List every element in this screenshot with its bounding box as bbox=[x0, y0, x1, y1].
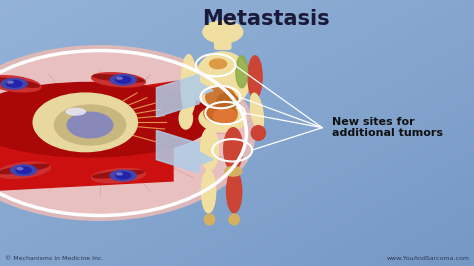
Ellipse shape bbox=[213, 109, 237, 123]
Polygon shape bbox=[0, 80, 188, 160]
Ellipse shape bbox=[206, 87, 235, 107]
Ellipse shape bbox=[8, 81, 13, 83]
Ellipse shape bbox=[66, 109, 85, 115]
Ellipse shape bbox=[0, 162, 50, 178]
Ellipse shape bbox=[0, 78, 39, 87]
Text: Metastasis: Metastasis bbox=[201, 9, 329, 29]
Ellipse shape bbox=[117, 77, 122, 79]
Circle shape bbox=[0, 51, 246, 215]
Ellipse shape bbox=[93, 171, 144, 178]
Ellipse shape bbox=[204, 214, 215, 225]
Ellipse shape bbox=[93, 75, 144, 82]
Ellipse shape bbox=[1, 78, 27, 89]
Ellipse shape bbox=[227, 170, 242, 213]
Ellipse shape bbox=[217, 93, 238, 109]
Circle shape bbox=[225, 167, 242, 176]
Ellipse shape bbox=[116, 77, 131, 83]
Ellipse shape bbox=[251, 126, 265, 140]
Ellipse shape bbox=[250, 93, 264, 130]
Ellipse shape bbox=[201, 170, 216, 213]
Circle shape bbox=[33, 93, 137, 152]
Ellipse shape bbox=[0, 82, 213, 157]
Ellipse shape bbox=[110, 74, 137, 85]
Text: New sites for
additional tumors: New sites for additional tumors bbox=[332, 117, 443, 139]
FancyBboxPatch shape bbox=[215, 36, 231, 49]
Ellipse shape bbox=[201, 128, 219, 170]
Text: www.YouAndSarcoma.com: www.YouAndSarcoma.com bbox=[386, 256, 469, 261]
Ellipse shape bbox=[0, 164, 49, 174]
Ellipse shape bbox=[7, 81, 22, 87]
Ellipse shape bbox=[17, 168, 23, 170]
Ellipse shape bbox=[236, 56, 247, 88]
Polygon shape bbox=[156, 130, 213, 173]
Ellipse shape bbox=[229, 214, 239, 225]
Ellipse shape bbox=[91, 168, 146, 183]
Circle shape bbox=[0, 46, 255, 220]
Circle shape bbox=[203, 21, 243, 43]
Polygon shape bbox=[156, 74, 213, 117]
Polygon shape bbox=[0, 138, 173, 192]
Ellipse shape bbox=[0, 76, 41, 92]
Ellipse shape bbox=[16, 167, 31, 174]
Ellipse shape bbox=[116, 172, 131, 179]
Ellipse shape bbox=[248, 56, 262, 98]
Ellipse shape bbox=[204, 103, 237, 123]
Circle shape bbox=[67, 112, 113, 138]
Circle shape bbox=[55, 105, 126, 145]
Ellipse shape bbox=[199, 105, 246, 132]
Ellipse shape bbox=[10, 165, 36, 176]
Ellipse shape bbox=[181, 55, 196, 116]
Ellipse shape bbox=[91, 73, 146, 87]
Ellipse shape bbox=[117, 173, 122, 175]
Ellipse shape bbox=[195, 52, 250, 108]
Ellipse shape bbox=[179, 108, 192, 129]
Ellipse shape bbox=[224, 128, 243, 170]
Text: © Mechanisms in Medicine Inc.: © Mechanisms in Medicine Inc. bbox=[5, 256, 103, 261]
Circle shape bbox=[210, 59, 227, 69]
Ellipse shape bbox=[110, 170, 137, 181]
